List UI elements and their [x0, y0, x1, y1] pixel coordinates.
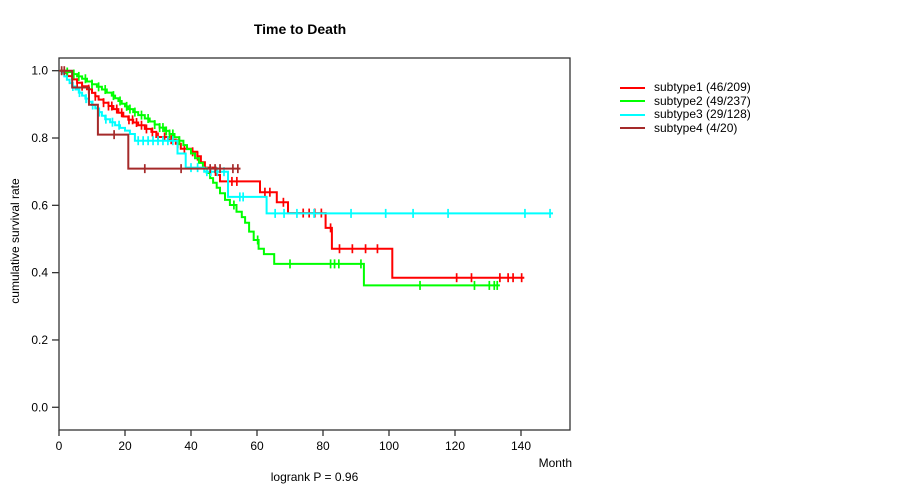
- x-tick-label: 0: [56, 439, 63, 453]
- legend-line-swatch: [620, 86, 645, 89]
- x-tick-label: 40: [184, 439, 198, 453]
- legend-item-subtype2: subtype2 (49/237): [620, 93, 751, 109]
- legend-line-swatch: [620, 113, 645, 116]
- legend-label: subtype1 (46/209): [654, 80, 751, 94]
- x-tick-label: 120: [445, 439, 465, 453]
- y-tick-label: 0.4: [31, 266, 48, 280]
- x-tick-label: 140: [511, 439, 531, 453]
- legend-label: subtype4 (4/20): [654, 120, 738, 135]
- survival-curve: [59, 69, 241, 170]
- y-axis-label: cumulative survival rate: [8, 178, 22, 304]
- series-subtype1: [59, 69, 525, 283]
- legend-line-swatch: [620, 100, 645, 103]
- x-tick-label: 80: [316, 439, 330, 453]
- y-tick-label: 0.6: [31, 198, 48, 212]
- series-subtype4: [59, 66, 241, 174]
- legend-line-swatch: [620, 127, 645, 130]
- survival-curve: [59, 69, 500, 287]
- x-tick-label: 100: [379, 439, 399, 453]
- y-axis: 0.0 0.2 0.4 0.6 0.8 1.0: [31, 64, 59, 414]
- plot-box: [58, 57, 571, 431]
- legend-item-subtype1: subtype1 (46/209): [620, 80, 751, 95]
- series-subtype2: [59, 67, 500, 290]
- legend-item-subtype3: subtype3 (29/128): [620, 107, 751, 122]
- x-axis: 0 20 40 60 80 100 120 140: [56, 430, 531, 453]
- y-tick-label: 0.8: [31, 131, 48, 145]
- x-tick-label: 20: [118, 439, 132, 453]
- x-tick-label: 60: [250, 439, 264, 453]
- chart-title: Time to Death: [253, 21, 347, 37]
- legend-label: subtype3 (29/128): [654, 107, 751, 121]
- x-axis-label: Month: [538, 456, 572, 470]
- y-tick-label: 0.0: [31, 400, 48, 414]
- survival-curve: [59, 69, 525, 279]
- survival-curve: [59, 69, 553, 215]
- series-subtype3: [59, 69, 553, 218]
- legend-label: subtype2 (49/237): [654, 93, 751, 108]
- legend-item-subtype4: subtype4 (4/20): [620, 120, 751, 136]
- y-tick-label: 1.0: [31, 64, 48, 78]
- y-tick-label: 0.2: [31, 333, 48, 347]
- legend: subtype1 (46/209) subtype2 (49/237) subtyp…: [620, 80, 751, 136]
- logrank-annotation: logrank P = 0.96: [270, 470, 359, 484]
